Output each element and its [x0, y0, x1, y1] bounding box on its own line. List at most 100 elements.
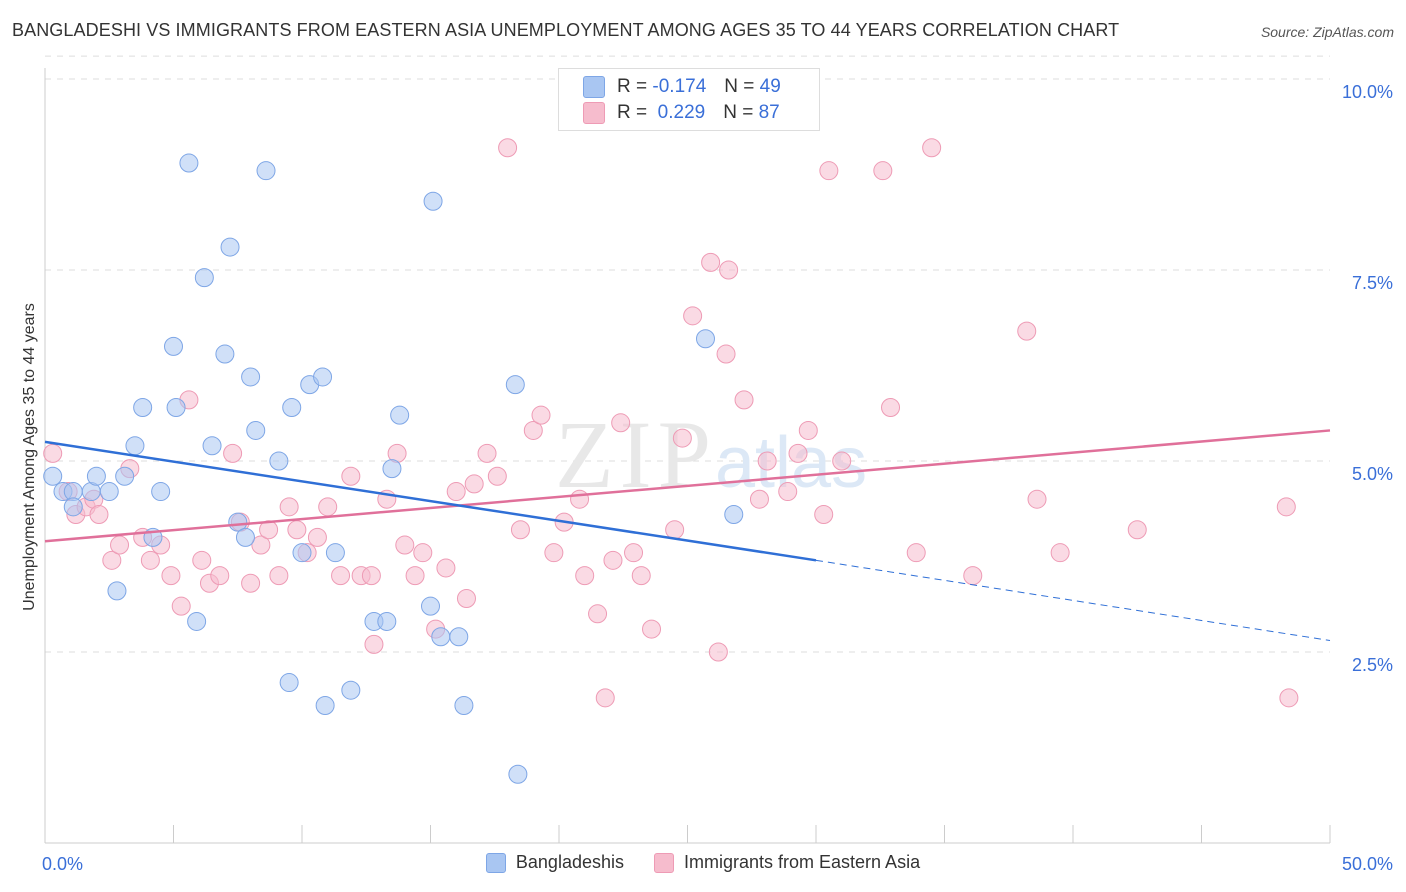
data-point-immigrants — [171, 596, 191, 616]
chart-title: BANGLADESHI VS IMMIGRANTS FROM EASTERN A… — [12, 20, 1120, 40]
data-point-immigrants — [269, 566, 289, 586]
legend-item-immigrants[interactable]: Immigrants from Eastern Asia — [654, 852, 920, 873]
data-point-immigrants — [708, 642, 728, 662]
bangladeshis-swatch — [485, 852, 506, 873]
data-point-bangladeshis — [724, 504, 744, 524]
data-point-immigrants — [395, 535, 415, 555]
data-point-immigrants — [487, 466, 507, 486]
data-point-immigrants — [1279, 688, 1299, 708]
data-point-bangladeshis — [220, 237, 240, 257]
r-value: -0.174 — [652, 76, 707, 97]
data-point-bangladeshis — [86, 466, 106, 486]
data-point-immigrants — [456, 589, 476, 609]
data-point-bangladeshis — [423, 191, 443, 211]
data-point-immigrants — [595, 688, 615, 708]
y-tick-label: 7.5% — [1352, 273, 1393, 293]
data-point-immigrants — [523, 420, 543, 440]
data-point-bangladeshis — [508, 764, 528, 784]
n-label: N = — [724, 76, 755, 97]
data-point-immigrants — [1276, 497, 1296, 517]
immigrants-swatch — [583, 102, 605, 124]
watermark: ZIP atlas — [555, 401, 867, 508]
data-point-immigrants — [364, 634, 384, 654]
x-tick-label: 0.0% — [42, 854, 83, 874]
y-axis-label: Unemployment Among Ages 35 to 44 years — [21, 303, 38, 611]
data-point-immigrants — [832, 451, 852, 471]
data-point-bangladeshis — [202, 436, 222, 456]
data-point-bangladeshis — [377, 611, 397, 631]
data-point-immigrants — [43, 443, 63, 463]
data-point-immigrants — [331, 566, 351, 586]
y-tick-label: 2.5% — [1352, 655, 1393, 675]
y-tick-label: 5.0% — [1352, 464, 1393, 484]
data-point-immigrants — [405, 566, 425, 586]
data-point-immigrants — [778, 482, 798, 502]
gridlines — [45, 55, 1330, 653]
data-point-immigrants — [906, 543, 926, 563]
data-point-bangladeshis — [269, 451, 289, 471]
data-point-immigrants — [279, 497, 299, 517]
data-point-immigrants — [814, 504, 834, 524]
series-legend: Bangladeshis Immigrants from Eastern Asi… — [0, 852, 1406, 873]
legend-label-immigrants: Immigrants from Eastern Asia — [684, 852, 921, 872]
data-point-immigrants — [719, 260, 739, 280]
data-point-immigrants — [922, 138, 942, 158]
data-point-immigrants — [642, 619, 662, 639]
data-point-bangladeshis — [341, 680, 361, 700]
data-point-bangladeshis — [99, 482, 119, 502]
data-point-immigrants — [498, 138, 518, 158]
n-label: N = — [723, 102, 754, 123]
data-point-bangladeshis — [325, 543, 345, 563]
data-point-bangladeshis — [228, 512, 248, 532]
data-point-immigrants — [446, 482, 466, 502]
data-point-immigrants — [161, 566, 181, 586]
r-value: 0.229 — [657, 102, 706, 123]
data-point-immigrants — [510, 520, 530, 540]
data-point-bangladeshis — [431, 627, 451, 647]
n-value: 87 — [758, 102, 780, 123]
data-point-bangladeshis — [133, 398, 153, 418]
data-point-immigrants — [241, 573, 261, 593]
data-point-immigrants — [413, 543, 433, 563]
data-point-bangladeshis — [256, 161, 276, 181]
data-point-immigrants — [102, 550, 122, 570]
data-point-immigrants — [734, 390, 754, 410]
data-point-bangladeshis — [390, 405, 410, 425]
data-point-immigrants — [575, 566, 595, 586]
data-point-immigrants — [716, 344, 736, 364]
r-label: R = — [617, 102, 648, 123]
data-point-immigrants — [307, 527, 327, 547]
source-label: Source: ZipAtlas.com — [1260, 24, 1394, 40]
data-point-bangladeshis — [107, 581, 127, 601]
data-point-bangladeshis — [695, 329, 715, 349]
data-point-immigrants — [603, 550, 623, 570]
data-point-bangladeshis — [449, 627, 469, 647]
data-point-immigrants — [464, 474, 484, 494]
data-point-bangladeshis — [194, 268, 214, 288]
data-point-immigrants — [318, 497, 338, 517]
data-point-immigrants — [140, 550, 160, 570]
data-point-bangladeshis — [235, 527, 255, 547]
data-point-bangladeshis — [151, 482, 171, 502]
r-label: R = — [617, 76, 648, 97]
data-point-bangladeshis — [292, 543, 312, 563]
data-point-immigrants — [531, 405, 551, 425]
data-point-immigrants — [665, 520, 685, 540]
data-point-immigrants — [588, 604, 608, 624]
n-value: 49 — [759, 76, 781, 97]
data-point-bangladeshis — [63, 497, 83, 517]
data-point-bangladeshis — [241, 367, 261, 387]
data-point-immigrants — [436, 558, 456, 578]
data-point-immigrants — [1127, 520, 1147, 540]
data-point-immigrants — [287, 520, 307, 540]
data-point-immigrants — [544, 543, 564, 563]
legend-item-bangladeshis[interactable]: Bangladeshis — [485, 852, 624, 873]
data-point-immigrants — [477, 443, 497, 463]
data-point-bangladeshis — [43, 466, 63, 486]
x-tick-label: 50.0% — [1342, 854, 1393, 874]
stats-legend-row-immigrants: R = 0.229 N = 87 — [583, 101, 780, 125]
data-point-immigrants — [881, 398, 901, 418]
data-point-immigrants — [210, 566, 230, 586]
data-point-immigrants — [1050, 543, 1070, 563]
